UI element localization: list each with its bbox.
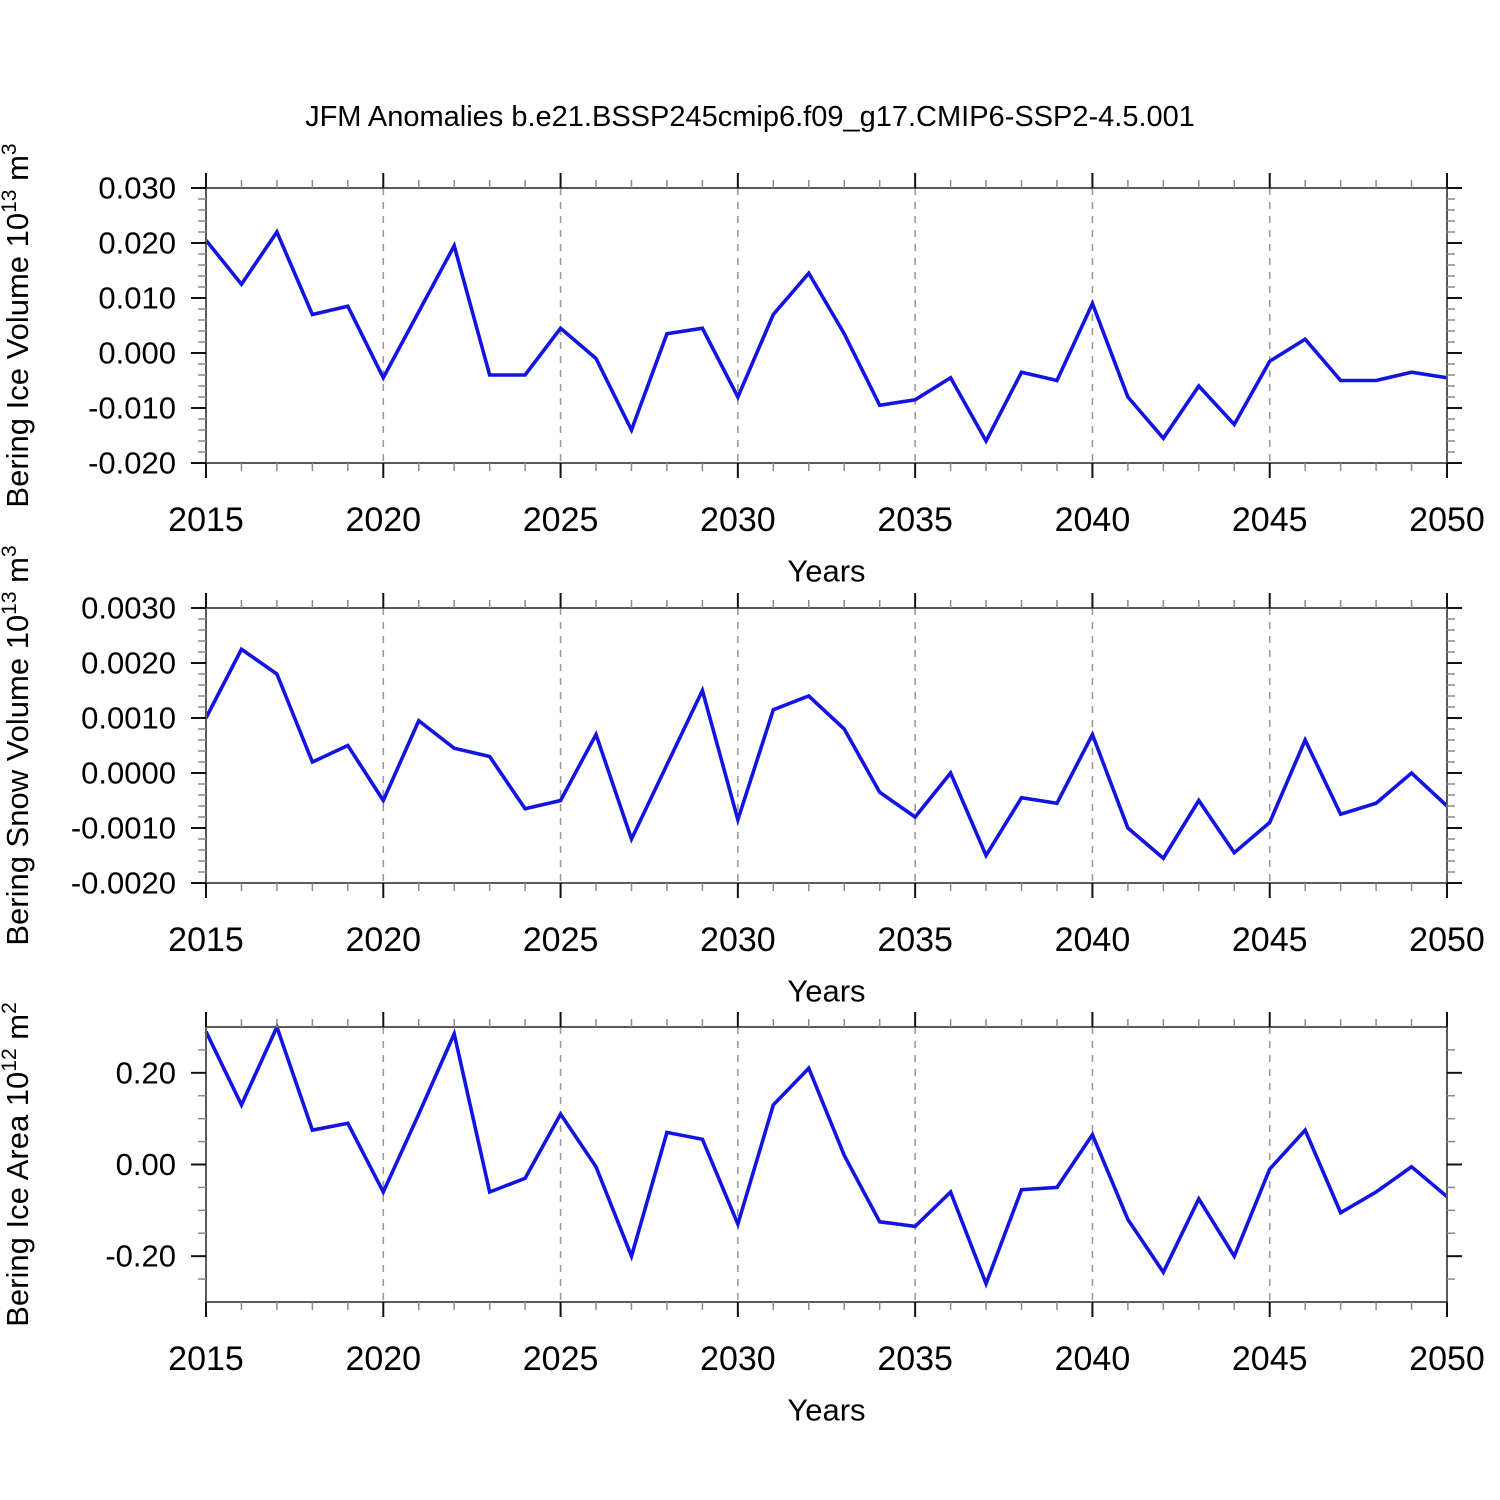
x-axis-title: Years [787,1393,865,1428]
x-tick-label: 2035 [877,1340,953,1378]
x-tick-label: 2035 [877,501,953,539]
y-tick-label: -0.0020 [71,866,176,901]
plot-border [205,607,1448,884]
x-tick-label: 2045 [1232,921,1308,959]
bering-snow-volume-panel: 2015 2020 2025 2030 2035 2040 2045 2050 0.0030 0.… [0,545,1485,1008]
y-tick-label: 0.00 [116,1147,176,1182]
x-tick-label: 2040 [1055,501,1131,539]
y-axis-title: Bering Ice Area 1012 m2 [0,1002,35,1327]
bering-ice-volume-panel: 2015 2020 2025 2030 2035 2040 2045 2050 0.030 0.0… [0,143,1485,588]
y-tick-label: 0.000 [98,336,176,371]
x-tick-label: 2050 [1409,921,1485,959]
x-tick-label: 2020 [345,1340,421,1378]
x-tick-label: 2050 [1409,1340,1485,1378]
plot-border [205,1026,1448,1303]
x-tick-label: 2045 [1232,1340,1308,1378]
y-tick-label: 0.010 [98,281,176,316]
y-tick-label: 0.0030 [81,591,176,626]
x-tick-label: 2030 [700,1340,776,1378]
x-tick-label: 2025 [523,921,599,959]
x-tick-label: 2035 [877,921,953,959]
x-tick-label: 2020 [345,921,421,959]
x-tick-label: 2030 [700,921,776,959]
x-axis-title: Years [787,974,865,1009]
y-tick-label: 0.020 [98,226,176,261]
y-tick-label: 0.030 [98,171,176,206]
y-tick-label: -0.20 [105,1239,176,1274]
x-tick-label: 2040 [1055,921,1131,959]
x-tick-label: 2020 [345,501,421,539]
y-tick-label: 0.0000 [81,756,176,791]
x-tick-label: 2015 [168,921,244,959]
y-tick-label: -0.020 [88,446,176,481]
x-tick-label: 2030 [700,501,776,539]
bering-ice-area-panel: 2015 2020 2025 2030 2035 2040 2045 2050 0.20 0.00… [0,1002,1485,1427]
y-axis-title: Bering Ice Volume 1013 m3 [0,143,35,507]
x-tick-label: 2025 [523,1340,599,1378]
chart-title: JFM Anomalies b.e21.BSSP245cmip6.f09_g17… [305,101,1195,133]
y-tick-label: 0.20 [116,1055,176,1090]
x-axis-title: Years [787,554,865,589]
x-tick-label: 2025 [523,501,599,539]
x-tick-label: 2045 [1232,501,1308,539]
bering-ice-area-series-line [204,1022,1449,1289]
bering-snow-volume-series-line [204,646,1449,861]
y-tick-label: -0.010 [88,391,176,426]
x-tick-label: 2050 [1409,501,1485,539]
y-axis-title: Bering Snow Volume 1013 m3 [0,545,35,945]
y-tick-label: -0.0010 [71,811,176,846]
y-tick-label: 0.0020 [81,646,176,681]
x-tick-label: 2015 [168,501,244,539]
x-tick-label: 2040 [1055,1340,1131,1378]
bering-ice-volume-series-line [204,228,1448,445]
y-tick-label: 0.0010 [81,701,176,736]
x-tick-label: 2015 [168,1340,244,1378]
plot-border [205,187,1448,464]
